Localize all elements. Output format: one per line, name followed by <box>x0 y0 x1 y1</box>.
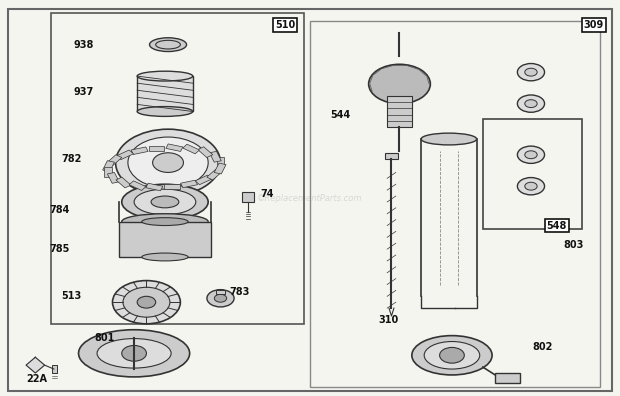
Ellipse shape <box>79 330 190 377</box>
Circle shape <box>440 347 464 363</box>
Circle shape <box>525 182 537 190</box>
Text: 782: 782 <box>61 154 82 164</box>
Ellipse shape <box>137 71 193 81</box>
Bar <box>210 151 221 162</box>
Bar <box>164 184 180 189</box>
Bar <box>180 180 198 188</box>
Text: 783: 783 <box>230 287 250 297</box>
Circle shape <box>128 137 208 188</box>
Bar <box>183 144 200 154</box>
Bar <box>137 76 193 112</box>
Bar <box>129 181 146 190</box>
Ellipse shape <box>122 184 208 220</box>
Circle shape <box>123 287 170 317</box>
Circle shape <box>112 281 180 324</box>
Text: ©ReplacementParts.com: ©ReplacementParts.com <box>257 194 363 202</box>
Bar <box>116 177 131 188</box>
Bar <box>310 21 600 387</box>
Circle shape <box>525 100 537 108</box>
Text: 802: 802 <box>532 343 552 352</box>
Ellipse shape <box>424 341 480 369</box>
Bar <box>131 147 148 154</box>
Circle shape <box>215 294 227 302</box>
Ellipse shape <box>122 214 208 229</box>
Bar <box>387 96 412 127</box>
Bar <box>495 373 520 383</box>
Ellipse shape <box>142 218 188 226</box>
Text: 938: 938 <box>74 40 94 50</box>
Circle shape <box>137 296 156 308</box>
Circle shape <box>115 129 221 196</box>
Circle shape <box>207 289 234 307</box>
Text: 801: 801 <box>94 333 114 343</box>
Circle shape <box>517 177 544 195</box>
Bar <box>104 168 112 177</box>
Text: 22A: 22A <box>26 374 47 384</box>
Bar <box>117 150 133 160</box>
Text: 513: 513 <box>61 291 82 301</box>
Bar <box>166 144 183 151</box>
Bar <box>195 175 212 185</box>
Text: 785: 785 <box>49 244 69 254</box>
Bar <box>103 161 115 171</box>
Ellipse shape <box>134 189 196 215</box>
Ellipse shape <box>151 196 179 208</box>
Bar <box>215 163 226 174</box>
Text: 937: 937 <box>74 87 94 97</box>
Bar <box>216 289 225 294</box>
Text: 310: 310 <box>378 315 398 325</box>
Circle shape <box>122 345 146 361</box>
Bar <box>107 155 122 166</box>
Bar <box>242 192 254 202</box>
Bar <box>198 147 213 158</box>
Text: 309: 309 <box>584 20 604 30</box>
Bar <box>149 146 164 150</box>
Bar <box>52 365 57 373</box>
Ellipse shape <box>137 107 193 116</box>
Bar <box>217 158 224 168</box>
Ellipse shape <box>421 133 477 145</box>
Circle shape <box>517 95 544 112</box>
Bar <box>146 183 163 191</box>
Polygon shape <box>26 357 45 373</box>
Circle shape <box>525 68 537 76</box>
Ellipse shape <box>142 253 188 261</box>
Bar <box>385 153 397 159</box>
Ellipse shape <box>412 336 492 375</box>
Text: 803: 803 <box>563 240 583 250</box>
Text: 74: 74 <box>260 189 274 199</box>
Bar <box>107 173 119 183</box>
Text: 510: 510 <box>275 20 296 30</box>
Bar <box>483 119 582 229</box>
Ellipse shape <box>149 38 187 51</box>
Circle shape <box>525 151 537 159</box>
Bar <box>118 222 211 257</box>
Circle shape <box>517 146 544 164</box>
Ellipse shape <box>369 64 430 104</box>
Bar <box>51 13 304 324</box>
Circle shape <box>517 63 544 81</box>
Text: 544: 544 <box>330 110 350 120</box>
Bar <box>207 169 222 180</box>
Text: 784: 784 <box>49 205 69 215</box>
Ellipse shape <box>97 339 171 368</box>
Text: 548: 548 <box>547 221 567 230</box>
Circle shape <box>153 153 184 172</box>
